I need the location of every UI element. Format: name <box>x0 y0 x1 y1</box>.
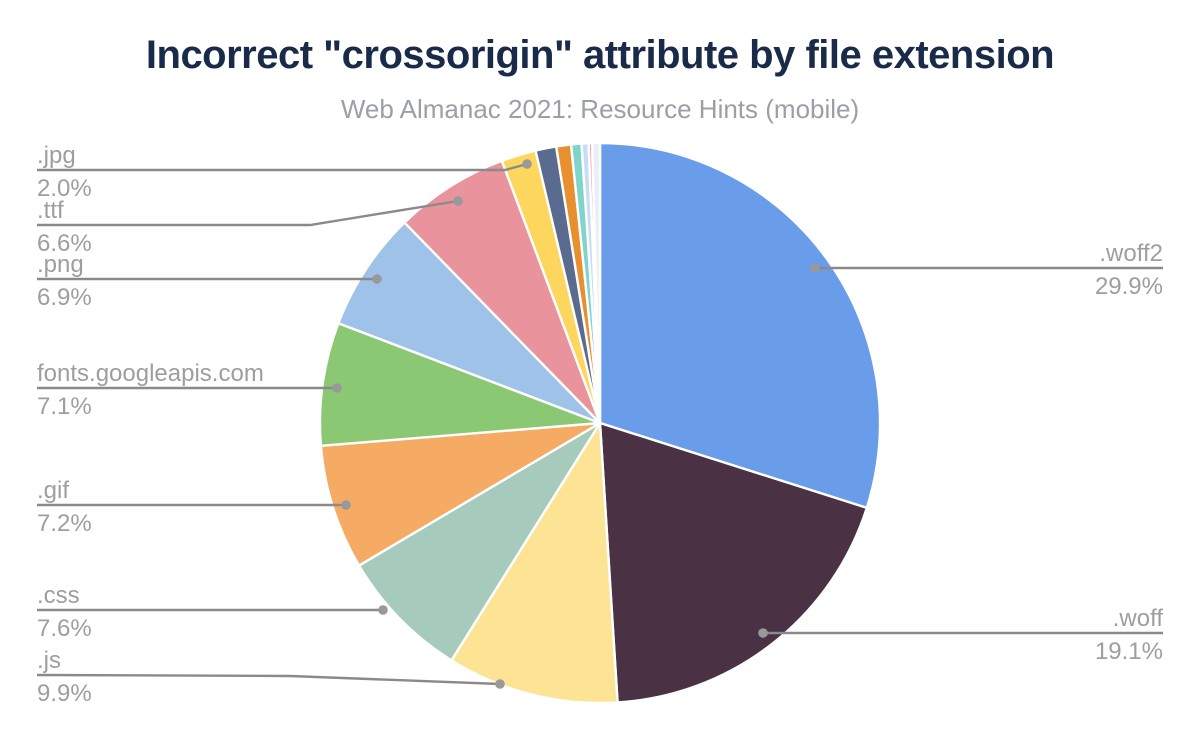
pie-slice-unlabeled-14 <box>590 141 602 425</box>
chart-title: Incorrect "crossorigin" attribute by fil… <box>145 33 1055 77</box>
pie-slice-.woff2 <box>598 141 882 510</box>
pie-slice-.ttf <box>403 159 602 425</box>
leader-dot-fonts.googleapis.com <box>332 383 342 393</box>
leader-line-.jpg <box>37 162 528 172</box>
pie-slice-.woff <box>598 421 869 704</box>
leader-dot-.css <box>378 605 388 615</box>
pie-slice-.png <box>337 221 602 425</box>
slice-value-.jpg: 2.0% <box>37 175 92 202</box>
slice-value-.ttf: 6.6% <box>37 230 92 257</box>
leader-line-.js <box>36 673 501 686</box>
leader-line-.ttf <box>37 199 459 227</box>
slice-label-.woff2: .woff2 <box>1099 240 1163 267</box>
slice-label-.ttf: .ttf <box>37 197 64 224</box>
slice-value-.woff2: 29.9% <box>1095 273 1163 300</box>
leader-dot-.woff2 <box>810 263 820 273</box>
slice-value-.gif: 7.2% <box>37 510 92 537</box>
slice-label-.woff: .woff <box>1113 605 1164 632</box>
slice-label-.gif: .gif <box>37 477 69 504</box>
slice-value-.css: 7.6% <box>37 615 92 642</box>
leader-dot-.ttf <box>453 196 463 206</box>
slice-label-.png: .png <box>37 251 84 278</box>
leader-dot-.jpg <box>522 159 532 169</box>
slice-label-.css: .css <box>37 582 80 609</box>
pie-slice-fonts.googleapis.com <box>318 322 602 448</box>
leader-dot-.js <box>495 679 505 689</box>
slice-value-.js: 9.9% <box>37 680 92 707</box>
chart-subtitle: Web Almanac 2021: Resource Hints (mobile… <box>340 94 860 124</box>
pie-slice-.css <box>357 421 602 662</box>
pie-slice-.gif <box>319 421 602 567</box>
slice-label-.jpg: .jpg <box>37 142 76 169</box>
pie-slice-.js <box>450 421 619 705</box>
slice-value-.woff: 19.1% <box>1095 638 1163 665</box>
leader-dot-.woff <box>758 628 768 638</box>
leader-dot-.gif <box>341 500 351 510</box>
leader-dot-.png <box>372 274 382 284</box>
slice-label-.js: .js <box>37 647 61 674</box>
slice-label-fonts.googleapis.com: fonts.googleapis.com <box>37 360 264 387</box>
slice-value-fonts.googleapis.com: 7.1% <box>37 393 92 420</box>
slice-value-.png: 6.9% <box>37 284 92 311</box>
